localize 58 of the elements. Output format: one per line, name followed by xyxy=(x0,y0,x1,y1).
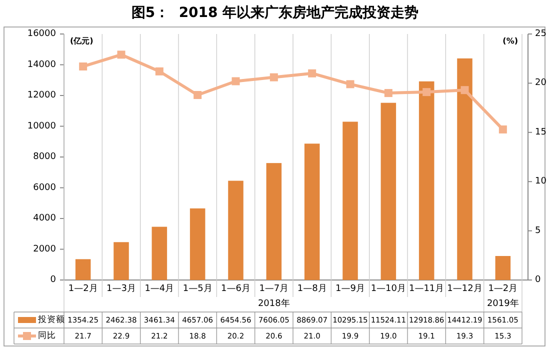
y2-tick-label: 10 xyxy=(535,176,547,187)
y2-axis-title: (%) xyxy=(502,36,518,46)
x-tick-label: 1—9月 xyxy=(336,284,365,294)
x-tick-label: 1—11月 xyxy=(408,284,444,294)
x-tick-label: 1—6月 xyxy=(221,284,250,294)
y-tick-label: 6000 xyxy=(33,182,56,193)
bar xyxy=(495,256,511,280)
x-tick-label: 1—2月 xyxy=(488,284,518,294)
bar xyxy=(228,180,244,280)
point xyxy=(194,91,202,100)
bar xyxy=(152,226,168,280)
bar xyxy=(342,122,358,280)
y-tick-label: 10000 xyxy=(27,121,56,132)
x-tick-label: 1—12月 xyxy=(447,284,482,294)
x-tick-label: 1—3月 xyxy=(106,284,136,294)
y2-tick-label: 5 xyxy=(535,226,541,236)
bar xyxy=(380,102,396,280)
chart-title: 图5： 2018 年以来广东房地产完成投资走势 xyxy=(131,4,419,21)
y-tick-label: 8000 xyxy=(33,152,56,162)
legend-label: 同比 xyxy=(38,330,56,341)
y-tick-label: 14000 xyxy=(27,60,56,70)
point xyxy=(460,86,469,94)
point xyxy=(346,80,354,88)
bar xyxy=(457,58,472,280)
bar xyxy=(304,144,320,280)
x-tick-label: 1—10月 xyxy=(370,284,406,294)
x-tick-label: 1—2月 xyxy=(68,284,98,294)
y-tick-label: 12000 xyxy=(27,90,56,100)
point xyxy=(232,77,240,86)
x-tick-label: 1—8月 xyxy=(297,284,327,294)
point xyxy=(270,73,278,82)
point xyxy=(79,62,88,70)
point xyxy=(384,89,392,98)
x-tick-label: 1—7月 xyxy=(259,284,289,294)
bar xyxy=(190,208,206,280)
point xyxy=(117,50,126,59)
y-axis-title: (亿元) xyxy=(70,36,94,46)
text: 2018年 xyxy=(258,298,290,309)
y2-tick-label: 15 xyxy=(535,127,546,138)
y-tick-label: 2000 xyxy=(33,244,56,254)
point xyxy=(155,67,164,76)
bar xyxy=(266,163,282,280)
y2-tick-label: 25 xyxy=(535,29,546,39)
y-tick-label: 4000 xyxy=(33,214,56,224)
bar xyxy=(418,81,434,280)
text: 2019年 xyxy=(486,298,519,309)
point xyxy=(498,125,507,134)
y-tick-label: 0 xyxy=(50,275,56,285)
y2-tick-label: 0 xyxy=(535,275,541,285)
y-tick-label: 16000 xyxy=(27,29,56,39)
point xyxy=(422,88,431,96)
bar xyxy=(114,242,129,280)
point xyxy=(308,69,316,78)
x-tick-label: 1—5月 xyxy=(182,284,212,294)
x-tick-label: 1—4月 xyxy=(144,284,174,294)
bar xyxy=(75,259,91,280)
legend-label: 投资额 xyxy=(37,314,65,325)
y2-tick-label: 20 xyxy=(535,78,547,88)
